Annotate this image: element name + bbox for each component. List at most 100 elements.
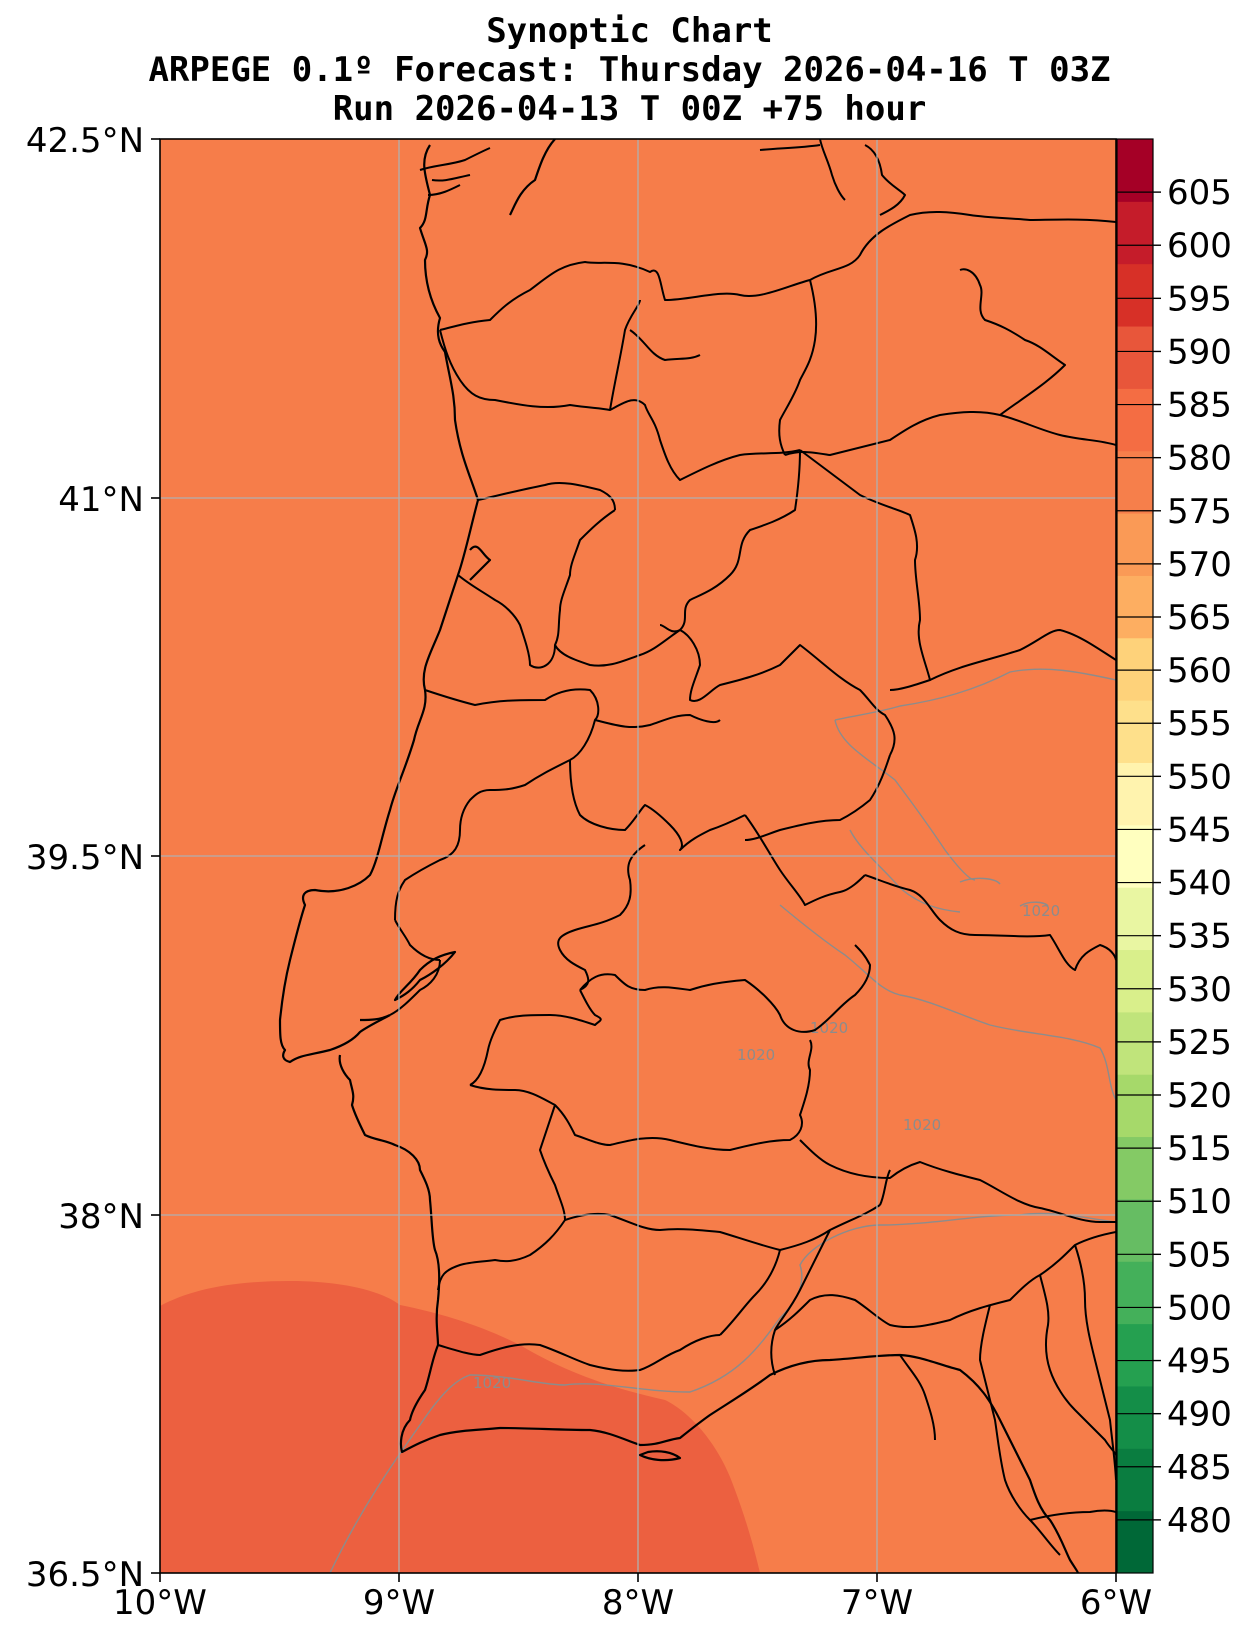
colorbar-label: 540: [1167, 864, 1232, 904]
colorbar-band: [1117, 263, 1153, 327]
isobar-label: 1020: [473, 1374, 511, 1392]
admin-boundary: [1074, 1244, 1116, 1481]
admin-boundary: [1029, 1509, 1116, 1521]
colorbar-band: [1117, 1323, 1153, 1387]
admin-boundary: [899, 1354, 936, 1441]
colorbar-band: [1117, 762, 1153, 826]
admin-boundary: [437, 1334, 721, 1372]
admin-boundary: [719, 1249, 781, 1336]
admin-boundary: [774, 1231, 1116, 1331]
title-line-3: Run 2026-04-13 T 00Z +75 hour: [332, 89, 927, 129]
admin-boundary: [784, 411, 1116, 456]
colorbar-label: 535: [1167, 917, 1232, 957]
colorbar-band: [1117, 700, 1153, 763]
colorbar-label: 570: [1167, 545, 1232, 585]
colorbar-band: [1117, 201, 1153, 265]
admin-boundary: [609, 299, 701, 411]
admin-boundary: [469, 1039, 813, 1151]
lon-tick-label: 10°W: [113, 1583, 207, 1623]
lat-tick-label: 36.5°N: [26, 1555, 144, 1595]
colorbar-band: [1117, 1074, 1153, 1138]
lat-tick-label: 42.5°N: [26, 121, 144, 161]
isobar: [329, 1212, 1116, 1573]
isobar-label: 1020: [903, 1116, 941, 1134]
colorbar-label: 490: [1167, 1395, 1232, 1435]
colorbar-band: [1117, 637, 1153, 701]
coastline: [278, 139, 1080, 1573]
colorbar-label: 545: [1167, 810, 1232, 850]
admin-boundary: [770, 1169, 891, 1376]
colorbar-label: 495: [1167, 1342, 1232, 1382]
colorbar-label: 580: [1167, 439, 1232, 479]
admin-boundary: [579, 944, 871, 1033]
colorbar-label: 550: [1167, 757, 1232, 797]
colorbar-label: 500: [1167, 1288, 1232, 1328]
colorbar-band: [1117, 575, 1153, 639]
admin-boundary: [979, 1304, 1061, 1556]
admin-boundary: [394, 759, 571, 921]
isobar: [779, 904, 1116, 1101]
colorbar-label: 480: [1167, 1501, 1232, 1541]
colorbar-label: 600: [1167, 226, 1232, 266]
isobar-label: 1020: [1022, 902, 1060, 920]
isobar: [834, 719, 976, 881]
geopotential-high-fill: [160, 1281, 760, 1573]
title-line-1: Synoptic Chart: [486, 11, 773, 51]
colorbar-band: [1117, 139, 1153, 202]
admin-boundary: [457, 574, 556, 669]
colorbar-band: [1117, 1385, 1153, 1449]
lon-tick-label: 7°W: [841, 1583, 913, 1623]
colorbar-label: 575: [1167, 492, 1232, 532]
colorbar-band: [1117, 1136, 1153, 1200]
colorbar-label: 565: [1167, 598, 1232, 638]
isobar-label: 1020: [737, 1046, 775, 1064]
colorbar-label: 585: [1167, 386, 1232, 426]
colorbar-label: 520: [1167, 1076, 1232, 1116]
admin-boundary: [594, 714, 721, 729]
admin-boundary: [424, 688, 600, 761]
colorbar-label: 530: [1167, 970, 1232, 1010]
colorbar-label: 555: [1167, 704, 1232, 744]
title-line-2: ARPEGE 0.1º Forecast: Thursday 2026-04-1…: [148, 50, 1111, 90]
admin-boundary: [439, 211, 1116, 331]
colorbar-band: [1117, 1011, 1153, 1075]
admin-boundary: [1039, 1274, 1116, 1456]
admin-boundary: [864, 874, 1116, 971]
coastline: [469, 545, 492, 581]
colorbar-band: [1117, 326, 1153, 389]
coastline: [638, 1450, 682, 1462]
admin-boundary: [554, 509, 681, 667]
colorbar: 605 600 595 590 585 580 575 570 565 560 555 550 545 5…: [1116, 138, 1232, 1574]
chart-title: Synoptic Chart ARPEGE 0.1º Forecast: Thu…: [0, 12, 1259, 129]
admin-boundary: [557, 844, 646, 991]
admin-boundary: [959, 268, 1066, 416]
colorbar-ticks: 605 600 595 590 585 580 575 570 565 560 555 550 545 5…: [1117, 173, 1232, 1541]
admin-boundary: [569, 759, 746, 851]
lat-tick-label: 38°N: [58, 1197, 144, 1237]
lat-tick-label: 39.5°N: [26, 838, 144, 878]
isobar: [1019, 901, 1049, 907]
colorbar-label: 510: [1167, 1182, 1232, 1222]
colorbar-label: 515: [1167, 1129, 1232, 1169]
colorbar-frame: [1116, 138, 1154, 1574]
gridlines: [160, 139, 1116, 1573]
colorbar-band: [1117, 824, 1153, 888]
colorbar-band: [1117, 513, 1153, 576]
admin-boundary: [799, 1139, 1116, 1223]
colorbar-label: 560: [1167, 651, 1232, 691]
colorbar-label: 525: [1167, 1023, 1232, 1063]
lat-tick-label: 41°N: [58, 480, 144, 520]
isobar: [834, 668, 1116, 721]
admin-boundary: [929, 629, 1116, 681]
colorbar-band: [1117, 1198, 1153, 1262]
colorbar-label: 485: [1167, 1448, 1232, 1488]
admin-boundary: [437, 1104, 566, 1291]
isobar: [959, 877, 1001, 885]
colorbar-label: 590: [1167, 332, 1232, 372]
lon-tick-label: 9°W: [363, 1583, 435, 1623]
colorbar-label: 605: [1167, 173, 1232, 213]
colorbar-band: [1117, 450, 1153, 514]
admin-boundary: [469, 989, 602, 1086]
admin-boundary: [439, 329, 801, 481]
